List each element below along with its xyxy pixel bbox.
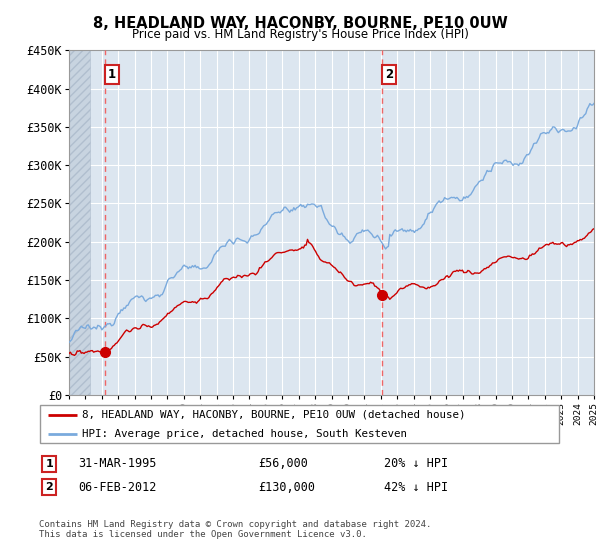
Text: 06-FEB-2012: 06-FEB-2012 xyxy=(78,480,157,494)
FancyBboxPatch shape xyxy=(40,405,559,443)
Text: 42% ↓ HPI: 42% ↓ HPI xyxy=(384,480,448,494)
Text: 2: 2 xyxy=(46,482,53,492)
Text: 2: 2 xyxy=(385,68,393,81)
Bar xyxy=(69,50,91,395)
Text: £130,000: £130,000 xyxy=(258,480,315,494)
Text: £56,000: £56,000 xyxy=(258,457,308,470)
Text: Price paid vs. HM Land Registry's House Price Index (HPI): Price paid vs. HM Land Registry's House … xyxy=(131,28,469,41)
Text: 1: 1 xyxy=(46,459,53,469)
Text: 1: 1 xyxy=(108,68,116,81)
Text: 20% ↓ HPI: 20% ↓ HPI xyxy=(384,457,448,470)
Text: 8, HEADLAND WAY, HACONBY, BOURNE, PE10 0UW (detached house): 8, HEADLAND WAY, HACONBY, BOURNE, PE10 0… xyxy=(82,409,466,419)
Text: 31-MAR-1995: 31-MAR-1995 xyxy=(78,457,157,470)
Text: Contains HM Land Registry data © Crown copyright and database right 2024.
This d: Contains HM Land Registry data © Crown c… xyxy=(39,520,431,539)
Text: HPI: Average price, detached house, South Kesteven: HPI: Average price, detached house, Sout… xyxy=(82,429,407,439)
Text: 8, HEADLAND WAY, HACONBY, BOURNE, PE10 0UW: 8, HEADLAND WAY, HACONBY, BOURNE, PE10 0… xyxy=(92,16,508,31)
